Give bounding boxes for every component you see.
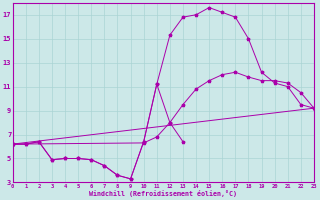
X-axis label: Windchill (Refroidissement éolien,°C): Windchill (Refroidissement éolien,°C) bbox=[89, 190, 237, 197]
